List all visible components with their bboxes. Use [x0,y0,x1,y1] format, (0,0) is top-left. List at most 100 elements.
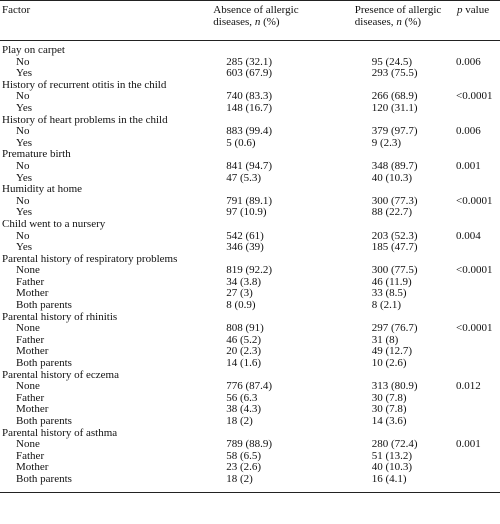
table-header: Factor Absence of allergic diseases, n (… [0,0,500,41]
factor-group-row: Parental history of eczema [0,368,500,382]
absence-value: 56 (6.3 [226,391,258,404]
table-row: Father 56 (6.3 30 (7.8) [0,391,500,405]
presence-value: 120 (31.1) [371,101,418,114]
factor-group-row: History of recurrent otitis in the child [0,78,500,92]
factor-group-row: Parental history of asthma [0,427,500,440]
p-value [456,242,500,254]
p-value [456,103,500,115]
p-value [456,462,500,474]
absence-value: 27 (3) [226,287,253,300]
table-row: None 789 (88.9) 280 (72.4) 0.001 [0,439,500,451]
p-value: <0.0001 [456,264,493,277]
p-value [456,451,500,463]
absence-value: 346 (39) [226,241,264,254]
presence-value: 185 (47.7) [371,241,418,254]
factor-group-row: Parental history of rhinitis [0,311,500,324]
presence-value: 95 (24.5) [371,55,413,68]
header-p: p [457,4,463,16]
p-value [456,346,500,358]
table-row: Mother 27 (3) 33 (8.5) [0,288,500,300]
p-value: <0.0001 [456,90,493,103]
header-absence-tail: (%) [260,15,280,28]
table-row: None 776 (87.4) 313 (80.9) 0.012 [0,381,500,393]
level-label: Both parents [16,357,72,370]
absence-value: 58 (6.5) [226,449,262,462]
table-row: Father 58 (6.5) 51 (13.2) [0,449,500,463]
header-p-tail: value [462,4,490,16]
header-presence-line2: diseases, [354,15,397,28]
absence-value: 8 (0.9) [226,299,256,312]
p-value [456,404,500,416]
factor-name: History of recurrent otitis in the child [2,78,167,91]
table-row: Both parents 14 (1.6) 10 (2.6) [0,357,500,370]
presence-value: 10 (2.6) [371,357,407,370]
p-value [456,68,500,80]
p-value: 0.001 [456,438,481,451]
table-row: Both parents 18 (2) 16 (4.1) [0,473,500,493]
table-row: Yes 346 (39) 185 (47.7) [0,241,500,254]
p-value [456,335,500,347]
p-value [456,277,500,289]
absence-value: 841 (94.7) [226,159,273,172]
presence-value: 203 (52.3) [371,229,418,242]
factor-group-row: Parental history of respiratory problems [0,253,500,266]
presence-value: 266 (68.9) [371,90,418,103]
p-value: <0.0001 [456,322,493,335]
level-label: Mother [16,403,49,416]
p-value: 0.012 [456,380,481,393]
factor-name: History of heart problems in the child [2,113,168,126]
absence-value: 18 (2) [226,415,253,427]
level-label: No [16,55,30,68]
level-label: Both parents [16,415,72,427]
p-value [456,358,500,370]
table-row: Yes 148 (16.7) 120 (31.1) [0,101,500,115]
table-row: Father 46 (5.2) 31 (8) [0,333,500,347]
p-value [456,173,500,185]
p-value [456,207,500,219]
presence-value: 348 (89.7) [371,159,418,172]
table-row: None 819 (92.2) 300 (77.5) <0.0001 [0,265,500,277]
factor-group-row: Play on carpet [0,41,500,57]
absence-value: 14 (1.6) [226,357,262,370]
absence-value: 47 (5.3) [226,171,262,184]
table-row: Both parents 8 (0.9) 8 (2.1) [0,299,500,312]
level-label: No [16,159,30,172]
level-label: No [16,194,30,207]
level-label: Father [16,333,45,346]
presence-value: 40 (10.3) [371,461,413,474]
p-value [456,393,500,405]
presence-value: 16 (4.1) [353,473,457,493]
absence-value: 148 (16.7) [226,101,273,114]
absence-value: 34 (3.8) [226,275,262,288]
p-value [456,300,500,312]
level-label: Yes [16,101,33,114]
p-value [456,473,500,493]
level-label: No [16,125,30,138]
presence-value: 313 (80.9) [371,380,418,393]
header-presence-line1: Presence of allergic [354,4,442,16]
absence-value: 740 (83.3) [226,90,273,103]
presence-value: 297 (76.7) [371,322,418,335]
absence-value: 819 (92.2) [226,264,273,277]
header-absence-n: n [254,15,261,28]
header-presence: Presence of allergic diseases, n (%) [353,0,457,41]
factor-name: Premature birth [2,148,71,161]
table-row: No 791 (89.1) 300 (77.3) <0.0001 [0,194,500,208]
header-row: Factor Absence of allergic diseases, n (… [0,0,500,41]
presence-value: 30 (7.8) [371,391,407,404]
table-row: No 740 (83.3) 266 (68.9) <0.0001 [0,91,500,103]
presence-value: 300 (77.5) [371,264,418,277]
factor-name: Parental history of eczema [2,368,119,381]
p-value: 0.006 [456,125,481,138]
absence-value: 776 (87.4) [226,380,273,393]
header-p-value: p value [456,0,500,41]
level-label: No [16,90,30,103]
absence-value: 789 (88.9) [226,438,273,451]
presence-value: 293 (75.5) [371,67,418,80]
absence-value: 20 (2.3) [226,345,262,358]
table-row: None 808 (91) 297 (76.7) <0.0001 [0,323,500,335]
factor-name: Play on carpet [2,44,65,56]
presence-value: 30 (7.8) [371,403,407,416]
table-row: Yes 97 (10.9) 88 (22.7) [0,207,500,219]
